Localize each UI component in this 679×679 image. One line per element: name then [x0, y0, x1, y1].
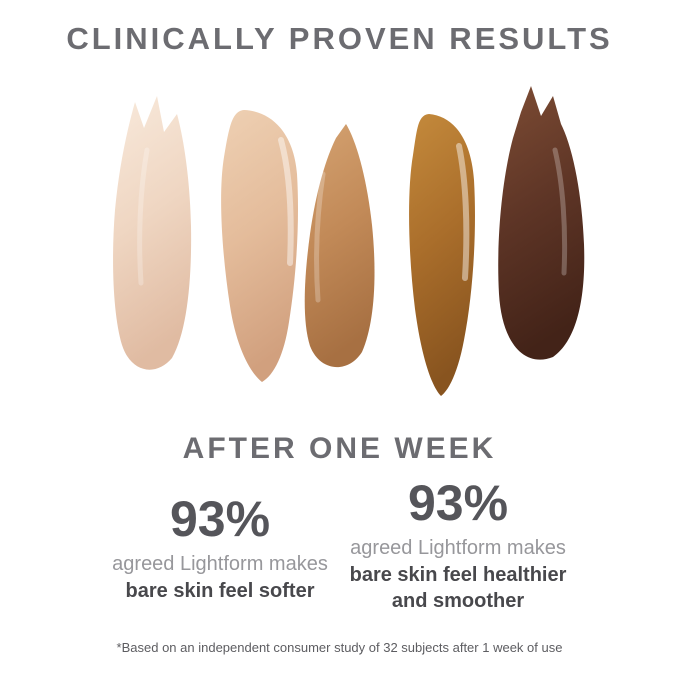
- gloss-highlight: [314, 171, 326, 303]
- stat-block-left: 93% agreed Lightform makes bare skin fee…: [70, 494, 370, 604]
- stat-bold-lines: bare skin feel healthier and smoother: [308, 562, 608, 614]
- headline: CLINICALLY PROVEN RESULTS: [66, 21, 613, 56]
- foundation-swatches-image: [113, 86, 585, 396]
- swatch-shade-medium: [304, 124, 375, 368]
- stat-bold-line: bare skin feel softer: [125, 580, 315, 602]
- stat-lead-line: agreed Lightform makes: [112, 553, 328, 575]
- stat-block-right: 93% agreed Lightform makes bare skin fee…: [308, 478, 608, 614]
- footnote: *Based on an independent consumer study …: [116, 640, 563, 655]
- section-heading: AFTER ONE WEEK: [182, 432, 497, 465]
- gloss-highlight: [552, 147, 568, 276]
- swatch-shade-tan: [409, 114, 475, 396]
- stat-bold-line: bare skin feel healthier: [349, 564, 567, 586]
- stat-lead-line: agreed Lightform makes: [350, 537, 566, 559]
- swatch-shade-deep: [498, 86, 585, 360]
- gloss-highlight: [137, 147, 150, 286]
- stat-bold-line: and smoother: [391, 590, 525, 612]
- stat-percent: 93%: [407, 475, 509, 531]
- swatch-shade-fair: [113, 96, 192, 370]
- gloss-highlight: [456, 143, 470, 281]
- stat-percent: 93%: [169, 491, 271, 547]
- gloss-highlight: [278, 137, 294, 266]
- swatch-shade-light: [221, 110, 299, 382]
